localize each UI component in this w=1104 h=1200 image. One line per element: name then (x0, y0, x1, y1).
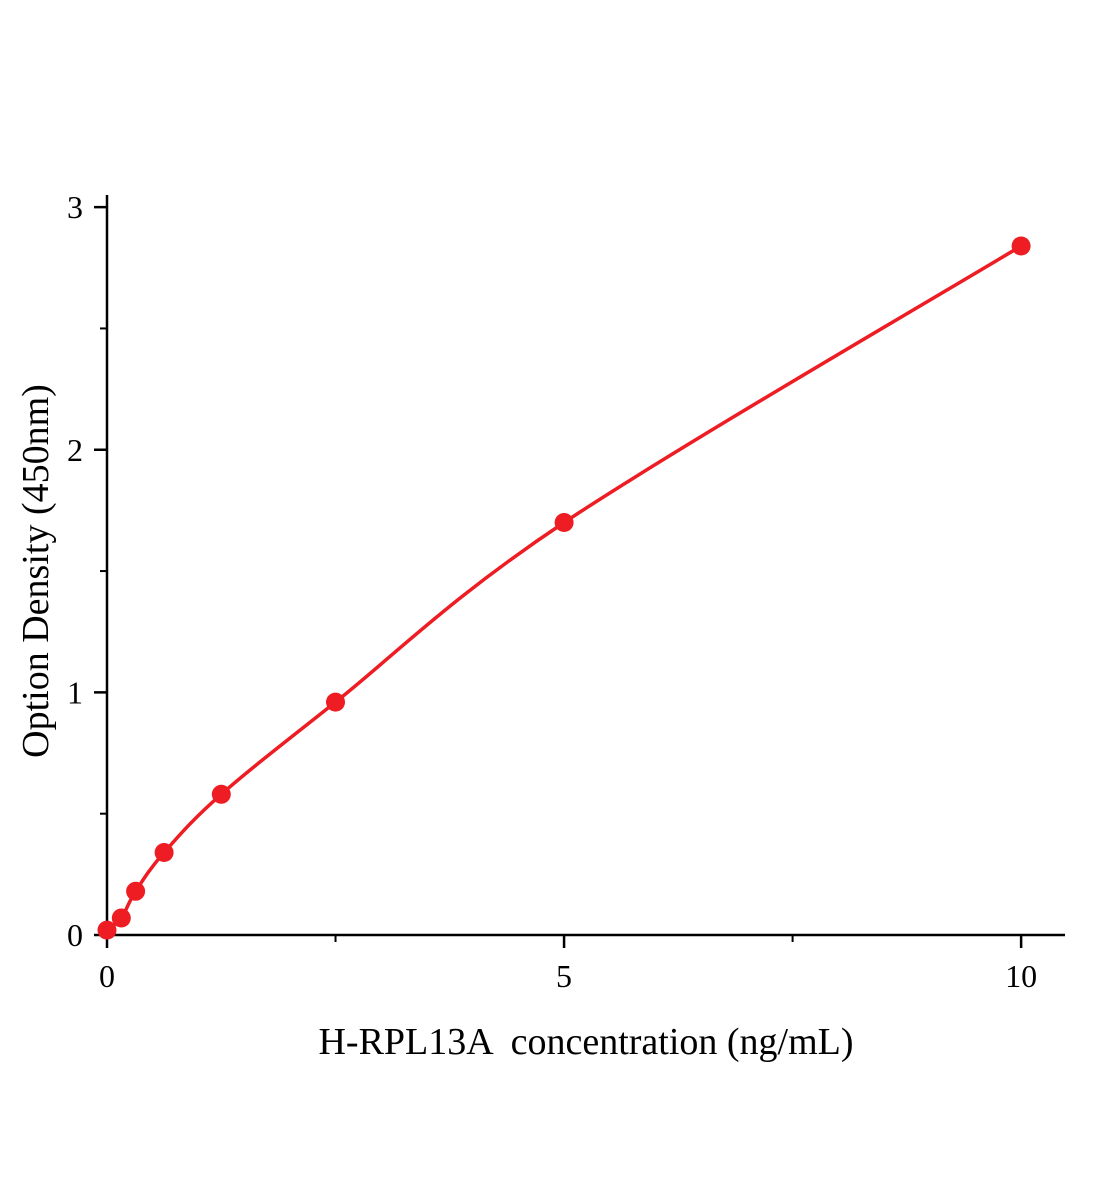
data-point-marker (97, 920, 117, 940)
y-tick-label: 1 (67, 674, 83, 710)
y-tick-label: 2 (67, 432, 83, 468)
data-point-marker (326, 692, 345, 712)
y-tick-label: 0 (67, 917, 83, 953)
x-axis-title: H-RPL13A concentration (ng/mL) (318, 1021, 854, 1063)
data-point-marker (154, 843, 174, 862)
series-curve (105, 244, 1023, 932)
y-axis-title: Option Density (450nm) (15, 384, 57, 758)
x-tick-label: 5 (556, 958, 572, 994)
data-point-marker (111, 908, 131, 928)
x-tick-label: 0 (99, 958, 115, 994)
x-tick-label: 10 (1005, 958, 1037, 994)
data-point-marker (211, 784, 231, 804)
y-tick-label: 3 (67, 189, 83, 225)
data-point-marker (554, 513, 574, 532)
data-point-marker (126, 881, 146, 901)
data-point-marker (1011, 236, 1031, 256)
